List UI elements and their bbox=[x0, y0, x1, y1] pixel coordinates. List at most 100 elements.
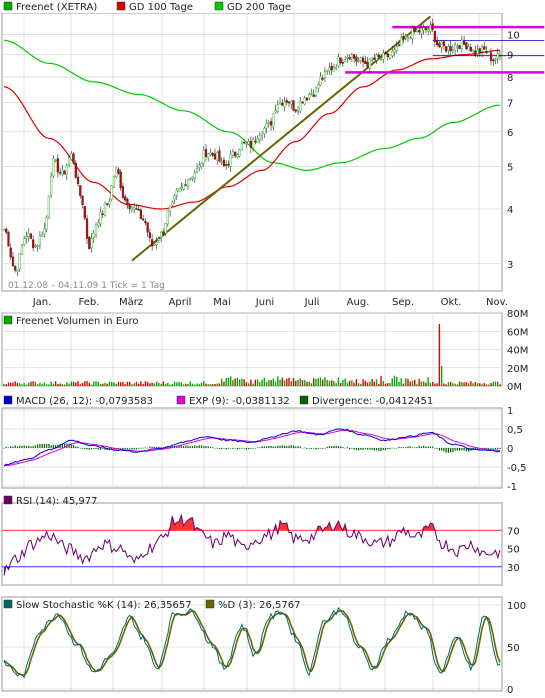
divergence-bar bbox=[344, 447, 346, 449]
divergence-bar bbox=[97, 448, 99, 450]
volume-bar bbox=[75, 382, 77, 386]
candle-body bbox=[487, 51, 490, 53]
volume-bar bbox=[117, 381, 120, 386]
volume-bar bbox=[79, 384, 82, 386]
volume-bar bbox=[454, 383, 456, 386]
volume-bar bbox=[474, 382, 477, 386]
divergence-bar bbox=[254, 448, 256, 449]
candle-body bbox=[97, 222, 100, 227]
divergence-bar bbox=[147, 447, 149, 449]
candle-body bbox=[328, 67, 331, 72]
month-label: Okt. bbox=[441, 297, 462, 308]
candle-body bbox=[112, 176, 116, 188]
volume-bar bbox=[162, 381, 165, 386]
volume-bar bbox=[57, 384, 59, 386]
divergence-bar bbox=[400, 447, 402, 448]
volume-bar bbox=[382, 380, 384, 386]
price-tick-label: 10 bbox=[507, 31, 520, 42]
volume-bar bbox=[99, 384, 102, 386]
divergence-bar bbox=[467, 448, 470, 452]
divergence-bar bbox=[169, 446, 171, 448]
stochastic-legend: Slow Stochastic %K (14): 26,35657 %D (3):… bbox=[3, 599, 300, 611]
rsi-legend-label: RSI (14): 45,977 bbox=[16, 496, 98, 507]
volume-bar bbox=[479, 383, 481, 386]
divergence-bar bbox=[230, 448, 232, 449]
volume-bar bbox=[50, 381, 52, 386]
candle-body bbox=[429, 25, 432, 32]
candle-body bbox=[160, 231, 163, 238]
divergence-bar bbox=[3, 448, 5, 449]
rsi-tick-label: 70 bbox=[507, 526, 520, 537]
divergence-bar bbox=[485, 448, 488, 450]
volume-bar bbox=[483, 383, 485, 386]
candle-body bbox=[317, 84, 320, 89]
candle-body bbox=[166, 210, 169, 225]
candle-body bbox=[353, 54, 356, 59]
volume-bar bbox=[187, 383, 189, 386]
candle-body bbox=[186, 179, 190, 187]
candle-body bbox=[7, 232, 10, 247]
volume-bar bbox=[396, 376, 398, 386]
divergence-bar bbox=[445, 448, 447, 453]
divergence-bar bbox=[479, 448, 481, 450]
candle-body bbox=[409, 37, 412, 40]
volume-bar bbox=[375, 379, 378, 386]
volume-bar bbox=[277, 376, 279, 386]
divergence-bar bbox=[353, 448, 355, 450]
volume-bar bbox=[72, 381, 75, 386]
divergence-bar bbox=[420, 446, 423, 448]
volume-bar bbox=[422, 381, 425, 386]
macd-legend-label: MACD (26, 12): -0,0793583 bbox=[16, 396, 153, 407]
volume-bar bbox=[225, 377, 227, 386]
candle-body bbox=[81, 195, 84, 206]
price-tick-label: 6 bbox=[507, 128, 513, 139]
volume-bar bbox=[30, 381, 32, 386]
divergence-bar bbox=[43, 443, 45, 448]
divergence-bar bbox=[52, 444, 54, 448]
candle-body bbox=[411, 28, 414, 39]
price-panel: 3 4 5 6 7 8 9 10 01.12.08 – 04.11.09 1 Tick = 1… bbox=[1, 0, 545, 292]
rsi-panel: 70 50 30 RSI (14): 45,977 bbox=[1, 495, 520, 586]
divergence-bar bbox=[149, 446, 151, 448]
candle-body bbox=[204, 149, 208, 157]
volume-bar bbox=[12, 382, 14, 386]
divergence-bar bbox=[70, 444, 72, 448]
candle-body bbox=[326, 70, 329, 72]
candle-body bbox=[375, 54, 378, 61]
volume-bar bbox=[63, 384, 66, 386]
candle-body bbox=[305, 97, 309, 101]
volume-bar bbox=[140, 381, 142, 386]
candle-body bbox=[213, 153, 217, 160]
price-legend-swatch bbox=[116, 1, 126, 11]
divergence-bar bbox=[447, 448, 449, 453]
candle-body bbox=[278, 101, 282, 105]
month-label: Juni bbox=[255, 297, 274, 308]
candle-body bbox=[202, 150, 205, 164]
candle-body bbox=[144, 220, 147, 223]
divergence-bar bbox=[46, 444, 48, 448]
candle-body bbox=[474, 50, 477, 56]
macd-legend-swatch bbox=[299, 395, 309, 405]
divergence-bar bbox=[79, 448, 81, 449]
volume-bar bbox=[355, 379, 358, 386]
divergence-bar bbox=[450, 448, 452, 453]
divergence-bar bbox=[351, 448, 353, 449]
divergence-bar bbox=[281, 445, 283, 448]
divergence-bar bbox=[456, 448, 458, 451]
divergence-bar bbox=[499, 448, 501, 449]
candle-body bbox=[258, 135, 261, 140]
candle-body bbox=[489, 52, 493, 61]
volume-bar bbox=[339, 382, 342, 386]
divergence-bar bbox=[48, 443, 50, 448]
candle-body bbox=[72, 153, 75, 164]
divergence-bar bbox=[28, 445, 30, 448]
volume-bar bbox=[84, 381, 86, 386]
volume-bar bbox=[458, 381, 461, 386]
candle-body bbox=[225, 164, 228, 166]
volume-bar bbox=[362, 379, 364, 386]
candle-body bbox=[56, 158, 59, 173]
candle-body bbox=[272, 113, 275, 128]
volume-bar bbox=[106, 383, 108, 386]
candle-body bbox=[148, 232, 151, 239]
